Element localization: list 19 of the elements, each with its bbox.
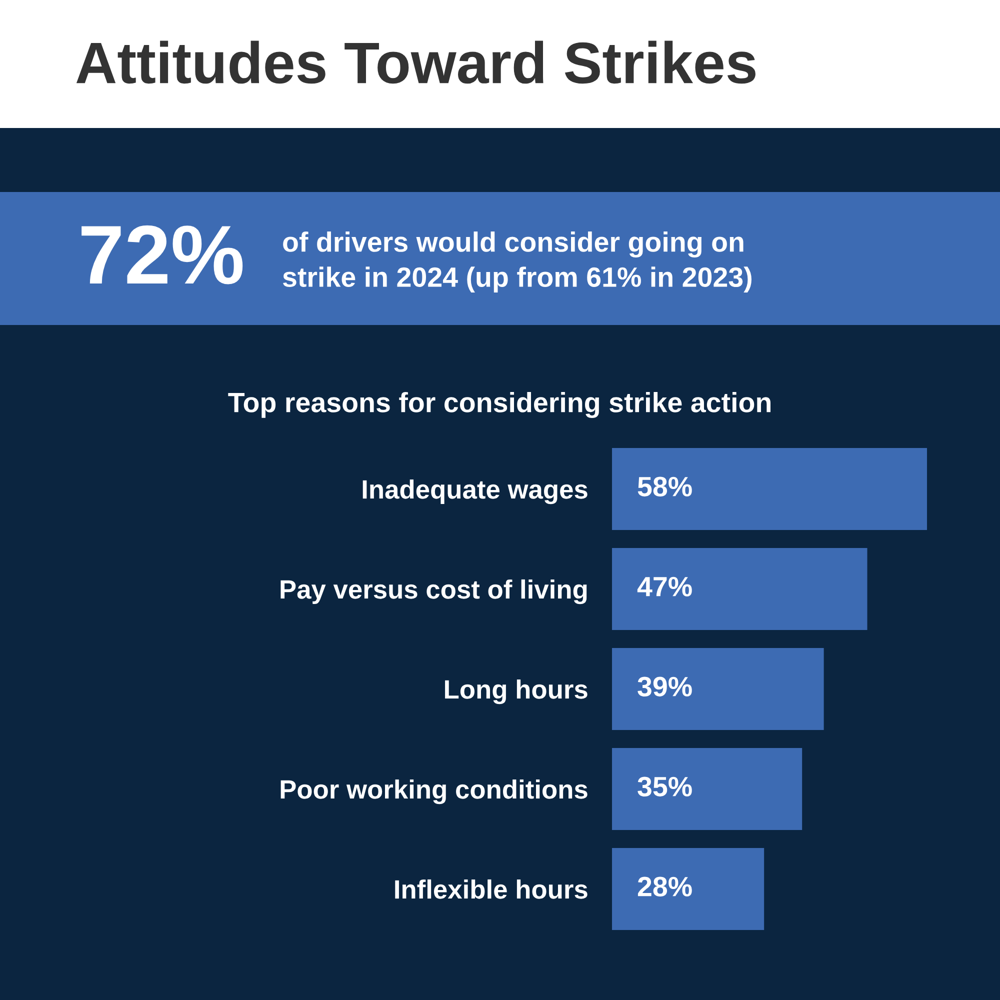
- chart-title: Attitudes Toward Strikes: [76, 40, 756, 84]
- y-tick-label: Inadequate wages: [362, 479, 588, 504]
- data-label: 58%: [638, 476, 692, 496]
- data-label: 47%: [637, 576, 692, 596]
- bar: [612, 748, 802, 830]
- bar: [612, 648, 824, 730]
- bar: [612, 548, 868, 630]
- text: of drivers would consider going on strike in 2024 (up from 61% in 2023): [282, 232, 752, 292]
- chart-subtitle: Top reasons for considering strike action: [228, 392, 770, 418]
- bar: [612, 448, 927, 530]
- y-tick-label: Poor working conditions: [280, 779, 588, 804]
- y-tick-label: Long hours: [445, 679, 588, 704]
- bar: [612, 848, 764, 930]
- y-tick-label: Pay versus cost of living: [280, 579, 587, 604]
- y-tick-label: Inflexible hours: [395, 879, 588, 899]
- data-label: 35%: [638, 776, 692, 796]
- data-label: 39%: [638, 676, 692, 696]
- data-label: 28%: [638, 876, 692, 896]
- text: 72%: [82, 225, 243, 284]
